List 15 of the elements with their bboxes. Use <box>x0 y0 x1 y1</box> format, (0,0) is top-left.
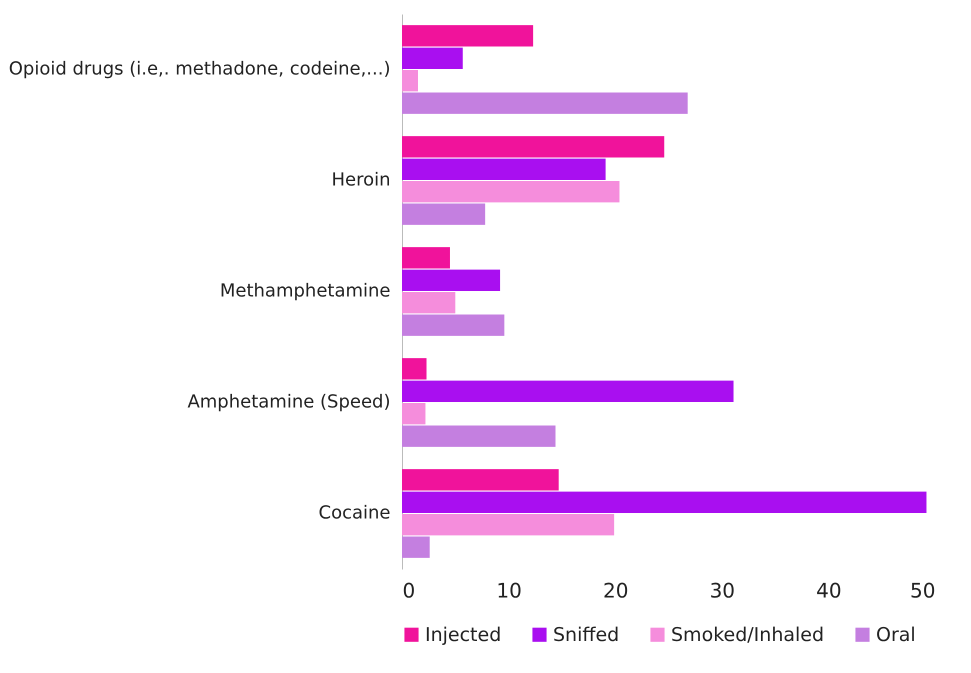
x-tick-label: 50 <box>910 578 936 602</box>
legend-label: Injected <box>425 624 502 646</box>
y-tick-label: Methamphetamine <box>220 280 390 302</box>
y-tick-label: Amphetamine (Speed) <box>187 392 390 412</box>
y-tick-label: Opioid drugs (i.e,. methadone, codeine,...) <box>8 58 390 80</box>
legend-label: Smoked/Inhaled <box>671 624 824 646</box>
legend-label: Oral <box>876 624 916 646</box>
y-tick-label: Heroin <box>331 170 390 190</box>
x-tick-label: 20 <box>602 578 628 602</box>
x-tick-label: 10 <box>496 578 522 602</box>
x-tick-label: 30 <box>710 578 736 602</box>
x-tick-label: 0 <box>402 578 416 602</box>
legend-label: Sniffed <box>553 624 620 646</box>
x-tick-label: 40 <box>816 578 842 602</box>
y-tick-label: Cocaine <box>318 502 390 524</box>
